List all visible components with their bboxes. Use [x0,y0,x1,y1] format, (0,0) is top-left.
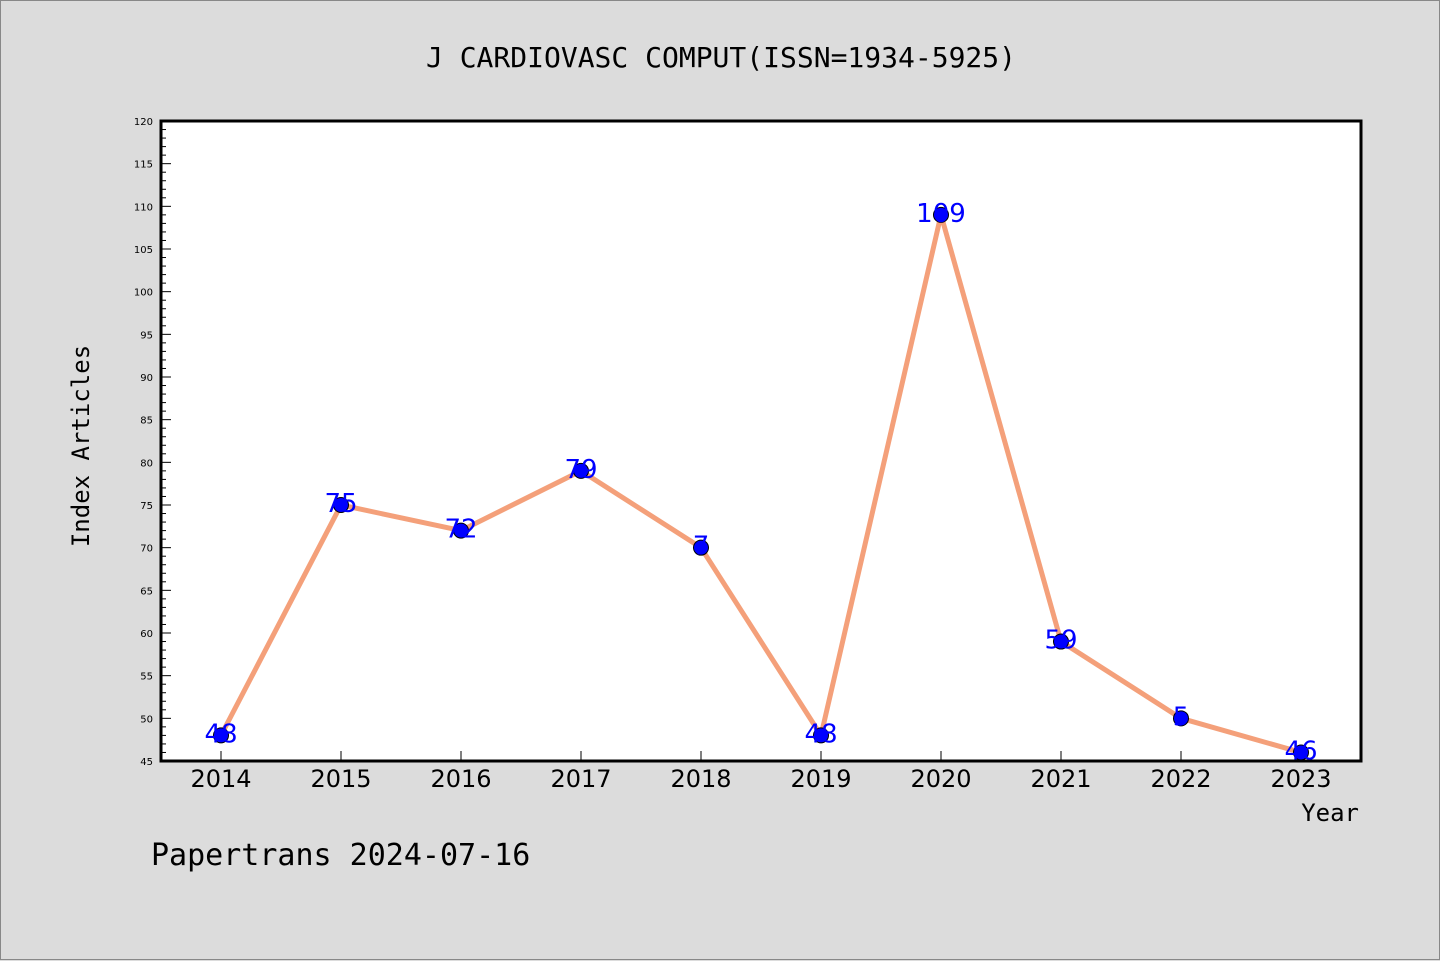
data-points [213,206,1309,761]
footer-text: Papertrans 2024-07-16 [151,838,530,873]
data-point [1173,710,1189,727]
y-tick-label: 110 [134,202,153,213]
data-label: 48 [804,719,837,749]
data-point [1053,633,1069,650]
y-tick-label: 75 [140,501,153,512]
data-point [693,539,709,556]
y-tick-label: 55 [140,672,153,683]
y-tick-label: 60 [140,629,153,640]
x-tick-label: 2021 [1030,765,1091,793]
data-label: 79 [564,455,597,485]
y-tick-label: 95 [140,330,153,341]
data-point [333,497,349,513]
data-label: 46 [1284,736,1317,766]
x-tick-label: 2017 [550,765,611,793]
series-line [218,212,1302,755]
x-tick-label: 2020 [910,765,971,793]
x-tick-label: 2015 [310,765,371,793]
y-tick-label: 80 [140,458,153,469]
data-label: 109 [916,199,966,229]
y-tick-label: 120 [134,117,153,128]
data-label: 48 [204,719,237,749]
y-tick-label: 65 [140,586,153,597]
data-label: 5 [1173,702,1190,732]
x-axis: 2014 2015 2016 2017 2018 2019 2020 2021 2022 2023 [190,751,1332,793]
data-labels: 48 75 72 79 7 48 109 59 5 46 [204,199,1317,767]
y-tick-label: 50 [140,714,153,725]
chart-title: J CARDIOVASC COMPUT(ISSN=1934-5925) [426,41,1016,74]
data-point [933,206,949,223]
y-tick-label: 105 [134,245,153,256]
y-tick-label: 85 [140,416,153,427]
plot-area [159,119,1363,763]
x-tick-label: 2014 [190,765,251,793]
data-point [213,727,229,744]
data-point [573,462,589,479]
x-tick-label: 2023 [1270,765,1331,793]
x-tick-label: 2018 [670,765,731,793]
data-point [1293,744,1309,761]
y-tick-label: 70 [140,544,153,555]
data-point [813,727,829,744]
x-tick-label: 2022 [1150,765,1211,793]
data-label: 7 [693,532,710,562]
data-label: 75 [324,489,357,519]
data-point [453,522,469,539]
x-tick-label: 2019 [790,765,851,793]
y-axis: 45 50 55 60 65 70 75 80 85 90 95 100 105 110 115 120 [134,117,171,768]
y-tick-label: 45 [140,757,153,768]
x-axis-title: Year [1301,799,1359,827]
y-axis-title: Index Articles [67,345,95,547]
y-tick-label: 115 [134,160,153,171]
x-tick-label: 2016 [430,765,491,793]
data-label: 72 [444,515,477,545]
y-tick-label: 100 [134,288,153,299]
y-tick-label: 90 [140,373,153,384]
data-label: 59 [1044,626,1077,656]
